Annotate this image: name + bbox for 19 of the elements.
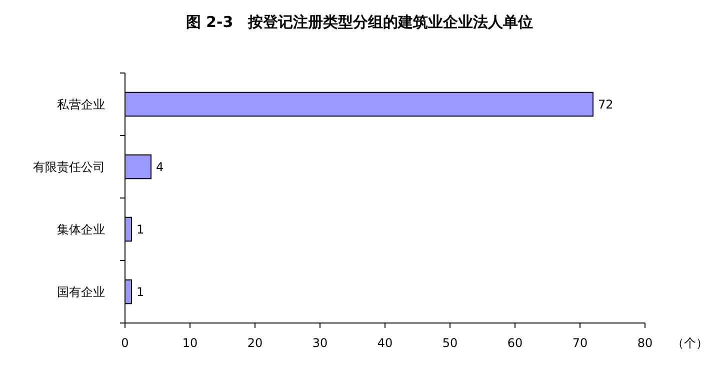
x-tick-label: 80 — [637, 336, 653, 350]
data-label: 1 — [136, 284, 144, 299]
y-tick-label: 有限责任公司 — [33, 160, 105, 174]
x-tick-label: 20 — [247, 336, 263, 350]
data-label: 72 — [598, 97, 614, 112]
x-tick-label: 10 — [182, 336, 198, 350]
x-tick-label: 0 — [121, 336, 129, 350]
y-tick-label: 私营企业 — [57, 97, 105, 112]
chart-title: 图 2-3 按登记注册类型分组的建筑业企业法人单位 — [186, 13, 534, 31]
x-tick-label: 70 — [572, 336, 588, 350]
x-tick-label: 30 — [312, 336, 328, 350]
data-label: 1 — [136, 222, 144, 236]
x-tick-label: 40 — [377, 336, 393, 350]
y-tick-label: 集体企业 — [57, 222, 105, 236]
x-tick-label: 60 — [507, 336, 523, 350]
x-tick-label: 50 — [442, 336, 458, 350]
y-tick-label: 国有企业 — [57, 284, 105, 299]
data-label: 4 — [156, 160, 164, 174]
x-axis-title: （个） — [672, 336, 708, 350]
